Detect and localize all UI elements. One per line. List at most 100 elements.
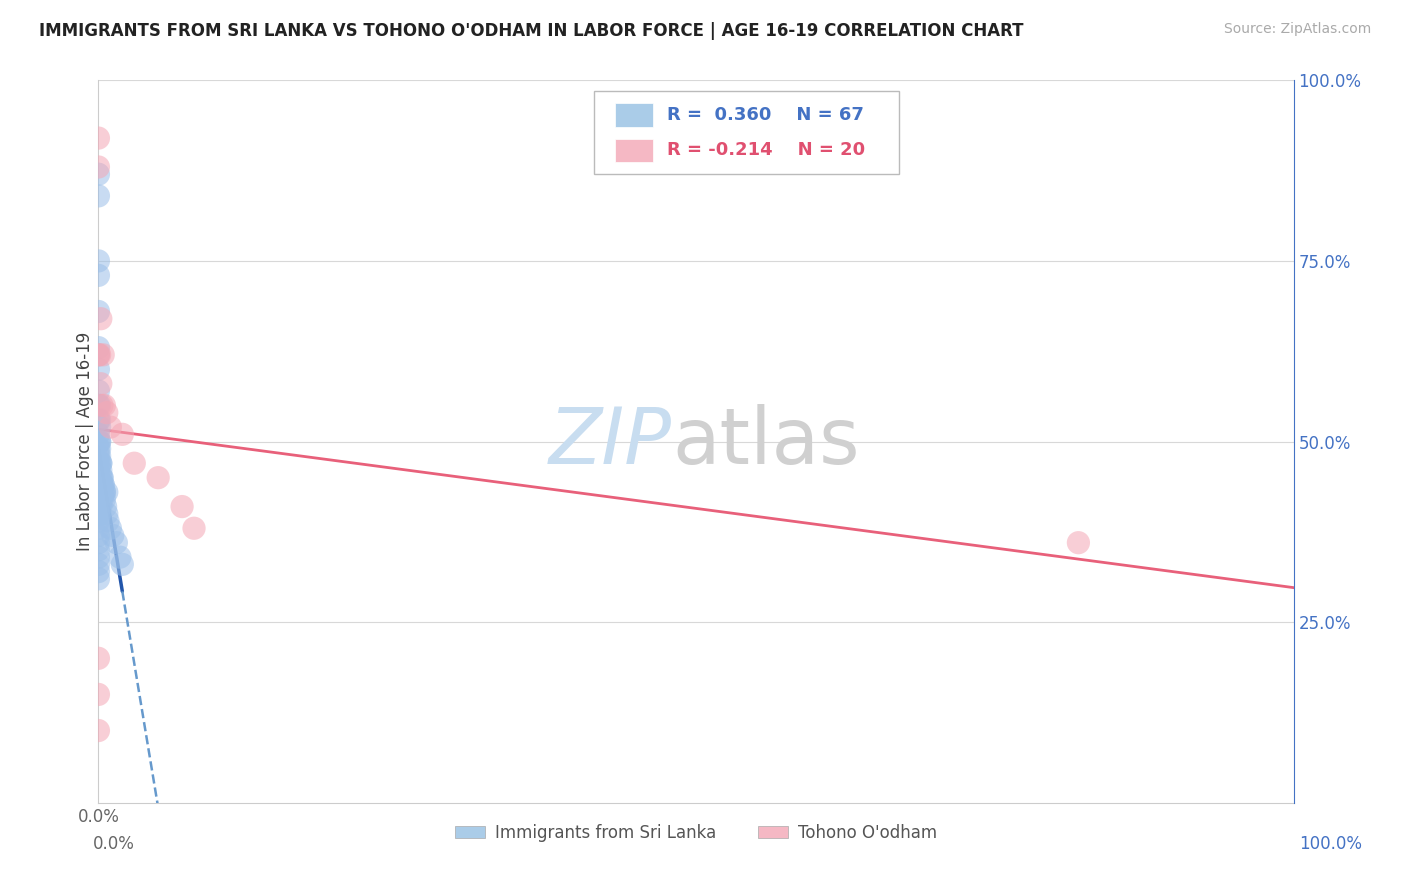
- Point: [91, 398, 114, 412]
- Y-axis label: In Labor Force | Age 16-19: In Labor Force | Age 16-19: [76, 332, 94, 551]
- Point: [87, 528, 110, 542]
- Point: [105, 535, 128, 549]
- Point: [87, 492, 110, 507]
- Point: [87, 514, 110, 528]
- Point: [87, 398, 110, 412]
- Text: R =  0.360    N = 67: R = 0.360 N = 67: [668, 106, 865, 124]
- Point: [87, 651, 110, 665]
- Point: [111, 427, 134, 442]
- Point: [91, 478, 114, 492]
- Point: [90, 456, 112, 470]
- Point: [91, 478, 114, 492]
- Point: [87, 434, 110, 449]
- Point: [148, 470, 170, 484]
- Point: [89, 413, 111, 427]
- Point: [89, 456, 111, 470]
- FancyBboxPatch shape: [614, 139, 652, 162]
- Point: [96, 507, 118, 521]
- Point: [87, 558, 110, 572]
- Point: [87, 485, 110, 500]
- Point: [87, 565, 110, 579]
- Text: ZIP: ZIP: [550, 403, 672, 480]
- Text: 100.0%: 100.0%: [1299, 835, 1362, 854]
- Point: [87, 723, 110, 738]
- Point: [93, 485, 115, 500]
- Point: [87, 189, 110, 203]
- Point: [89, 434, 111, 449]
- Point: [91, 470, 114, 484]
- Text: Source: ZipAtlas.com: Source: ZipAtlas.com: [1223, 22, 1371, 37]
- Point: [87, 427, 110, 442]
- Point: [87, 160, 110, 174]
- Point: [91, 348, 114, 362]
- Point: [90, 463, 112, 477]
- Point: [89, 449, 111, 463]
- Point: [96, 406, 118, 420]
- Point: [87, 449, 110, 463]
- Point: [1067, 535, 1090, 549]
- Point: [87, 687, 110, 701]
- Point: [87, 550, 110, 565]
- Point: [87, 348, 110, 362]
- Text: R = -0.214    N = 20: R = -0.214 N = 20: [668, 141, 866, 160]
- Point: [89, 348, 111, 362]
- Point: [87, 542, 110, 557]
- Text: atlas: atlas: [672, 403, 859, 480]
- Point: [87, 572, 110, 586]
- Point: [87, 384, 110, 398]
- Point: [87, 535, 110, 549]
- Point: [87, 463, 110, 477]
- Point: [94, 500, 117, 514]
- Point: [91, 478, 114, 492]
- Point: [91, 492, 114, 507]
- Point: [87, 167, 110, 181]
- Point: [87, 456, 110, 470]
- Point: [87, 478, 110, 492]
- Point: [90, 311, 112, 326]
- Point: [98, 521, 122, 535]
- Text: 0.0%: 0.0%: [93, 835, 135, 854]
- Point: [89, 434, 111, 449]
- Point: [87, 442, 110, 456]
- Point: [91, 485, 114, 500]
- Point: [90, 470, 112, 484]
- Point: [87, 521, 110, 535]
- Point: [87, 348, 110, 362]
- Point: [87, 470, 110, 484]
- Point: [87, 304, 110, 318]
- Point: [90, 500, 112, 514]
- Point: [93, 485, 115, 500]
- Point: [89, 442, 111, 456]
- Point: [87, 253, 110, 268]
- Point: [87, 131, 110, 145]
- FancyBboxPatch shape: [614, 103, 652, 127]
- Point: [96, 485, 118, 500]
- Point: [111, 558, 134, 572]
- FancyBboxPatch shape: [595, 91, 900, 174]
- Point: [98, 420, 122, 434]
- Point: [172, 500, 194, 514]
- Point: [90, 456, 112, 470]
- Point: [91, 485, 114, 500]
- Point: [87, 507, 110, 521]
- Point: [91, 470, 114, 484]
- Point: [87, 268, 110, 283]
- Point: [89, 420, 111, 434]
- Point: [87, 362, 110, 376]
- Point: [89, 398, 111, 412]
- Point: [87, 500, 110, 514]
- Point: [93, 398, 115, 412]
- Point: [87, 341, 110, 355]
- Point: [90, 376, 112, 391]
- Legend: Immigrants from Sri Lanka, Tohono O'odham: Immigrants from Sri Lanka, Tohono O'odha…: [449, 817, 943, 848]
- Point: [89, 507, 111, 521]
- Point: [183, 521, 205, 535]
- Point: [101, 528, 124, 542]
- Point: [97, 514, 120, 528]
- Point: [93, 492, 115, 507]
- Point: [90, 478, 112, 492]
- Text: IMMIGRANTS FROM SRI LANKA VS TOHONO O'ODHAM IN LABOR FORCE | AGE 16-19 CORRELATI: IMMIGRANTS FROM SRI LANKA VS TOHONO O'OD…: [39, 22, 1024, 40]
- Point: [87, 413, 110, 427]
- Point: [124, 456, 146, 470]
- Point: [108, 550, 131, 565]
